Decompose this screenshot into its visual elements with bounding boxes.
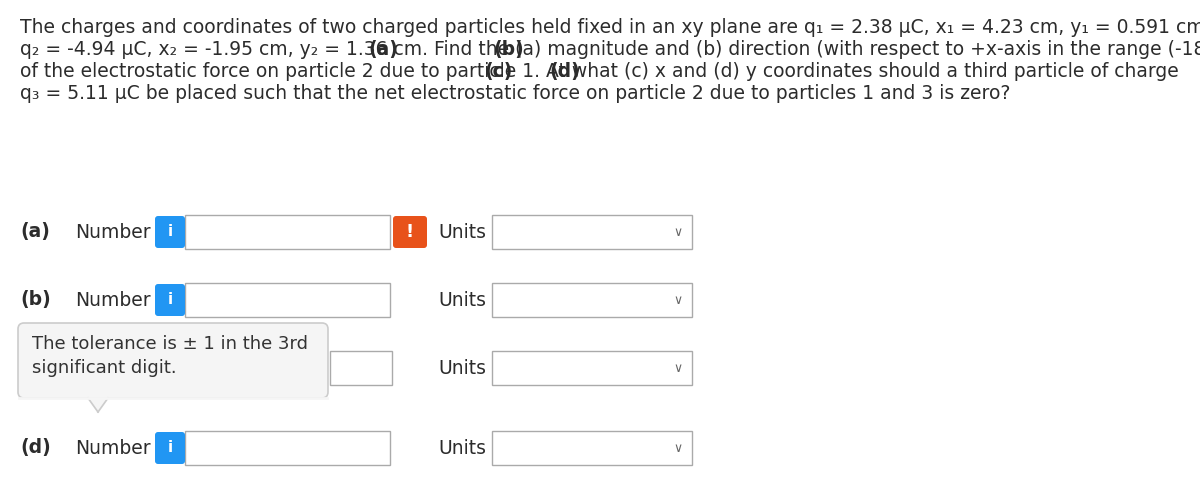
FancyBboxPatch shape — [492, 431, 692, 465]
Text: (b): (b) — [20, 290, 50, 309]
FancyBboxPatch shape — [394, 216, 427, 248]
Text: Units: Units — [438, 290, 486, 309]
Text: Units: Units — [438, 438, 486, 458]
Text: (c): (c) — [485, 62, 512, 81]
Text: Number: Number — [74, 290, 151, 309]
Text: q₂ = -4.94 μC, x₂ = -1.95 cm, y₂ = 1.36 cm. Find the (a) magnitude and (b) direc: q₂ = -4.94 μC, x₂ = -1.95 cm, y₂ = 1.36 … — [20, 40, 1200, 59]
Text: q₃ = 5.11 μC be placed such that the net electrostatic force on particle 2 due t: q₃ = 5.11 μC be placed such that the net… — [20, 84, 1010, 103]
Text: !: ! — [406, 223, 414, 241]
FancyBboxPatch shape — [492, 283, 692, 317]
Polygon shape — [88, 398, 108, 412]
Text: (d): (d) — [550, 62, 580, 81]
Text: The tolerance is ± 1 in the 3rd: The tolerance is ± 1 in the 3rd — [32, 335, 308, 353]
Text: (a): (a) — [20, 222, 50, 241]
Text: Number: Number — [74, 438, 151, 458]
Text: (b): (b) — [493, 40, 523, 59]
Text: significant digit.: significant digit. — [32, 359, 176, 377]
Text: (d): (d) — [20, 438, 50, 458]
Text: Number: Number — [74, 222, 151, 241]
Text: of the electrostatic force on particle 2 due to particle 1. At what (c) x and (d: of the electrostatic force on particle 2… — [20, 62, 1178, 81]
FancyBboxPatch shape — [185, 431, 390, 465]
Text: i: i — [168, 224, 173, 239]
FancyBboxPatch shape — [492, 351, 692, 385]
FancyBboxPatch shape — [155, 216, 185, 248]
FancyBboxPatch shape — [155, 432, 185, 464]
Text: i: i — [168, 292, 173, 307]
FancyBboxPatch shape — [155, 284, 185, 316]
Text: ∨: ∨ — [673, 362, 683, 375]
FancyBboxPatch shape — [185, 215, 390, 249]
Text: The charges and coordinates of two charged particles held fixed in an xy plane a: The charges and coordinates of two charg… — [20, 18, 1200, 37]
Text: ∨: ∨ — [673, 226, 683, 239]
Text: i: i — [168, 440, 173, 456]
FancyBboxPatch shape — [330, 351, 392, 385]
Text: Units: Units — [438, 222, 486, 241]
FancyBboxPatch shape — [18, 323, 328, 398]
FancyBboxPatch shape — [185, 283, 390, 317]
Text: Units: Units — [438, 358, 486, 377]
Text: ∨: ∨ — [673, 294, 683, 307]
FancyBboxPatch shape — [492, 215, 692, 249]
Text: ∨: ∨ — [673, 443, 683, 456]
Text: (a): (a) — [368, 40, 398, 59]
